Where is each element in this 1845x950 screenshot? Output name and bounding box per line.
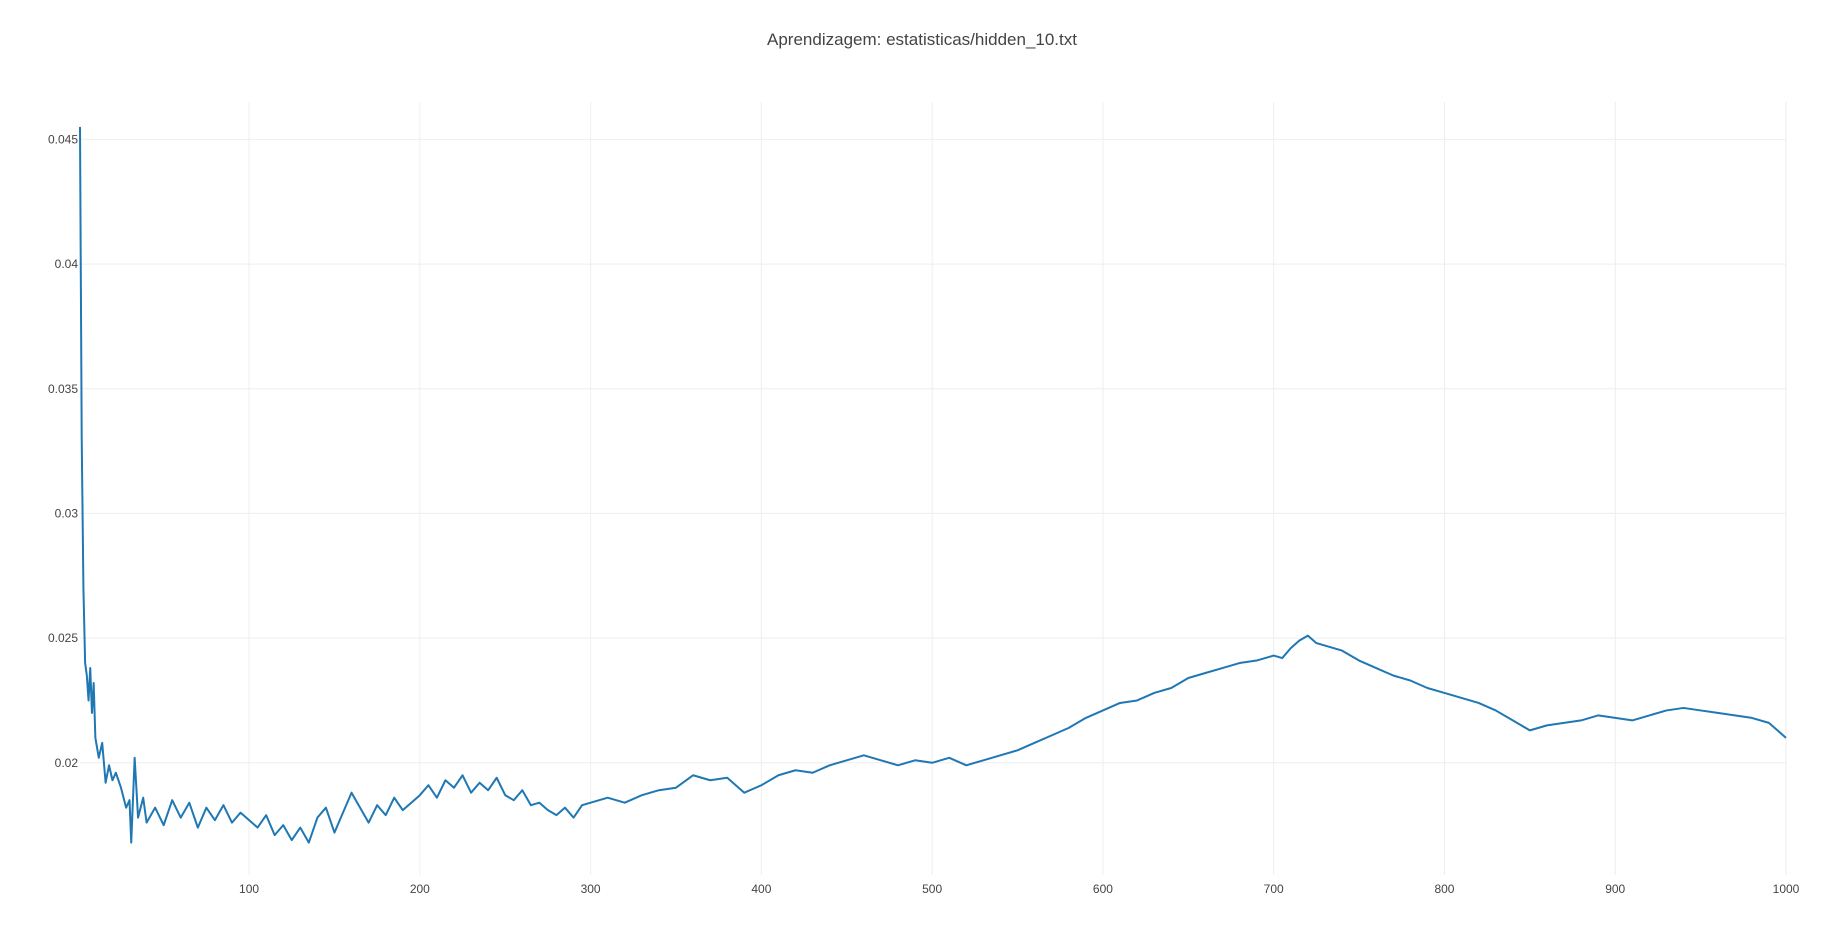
x-axis-tick-labels: 100 200 300 400 500 600 700 800 900 1000: [239, 882, 1800, 896]
x-tick-label: 700: [1264, 882, 1284, 896]
y-tick-label: 0.03: [55, 506, 79, 520]
y-tick-label: 0.025: [48, 631, 78, 645]
x-tick-label: 500: [922, 882, 942, 896]
y-tick-label: 0.045: [48, 132, 78, 146]
x-tick-label: 200: [410, 882, 430, 896]
series-layer: [79, 126, 1787, 844]
y-axis-tick-labels: 0.02 0.025 0.03 0.035 0.04 0.045: [48, 132, 78, 769]
x-tick-label: 400: [751, 882, 771, 896]
y-tick-label: 0.04: [55, 257, 79, 271]
x-tick-label: 600: [1093, 882, 1113, 896]
x-tick-label: 1000: [1773, 882, 1800, 896]
y-tick-label: 0.02: [55, 756, 79, 770]
y-gridlines: [80, 138, 1786, 764]
x-tick-label: 100: [239, 882, 259, 896]
series-line: [79, 126, 1787, 844]
chart-title: Aprendizagem: estatisticas/hidden_10.txt: [767, 30, 1077, 49]
x-tick-label: 800: [1434, 882, 1454, 896]
x-tick-label: 300: [581, 882, 601, 896]
y-tick-label: 0.035: [48, 382, 78, 396]
x-gridlines: [248, 102, 1787, 875]
x-tick-label: 900: [1605, 882, 1625, 896]
